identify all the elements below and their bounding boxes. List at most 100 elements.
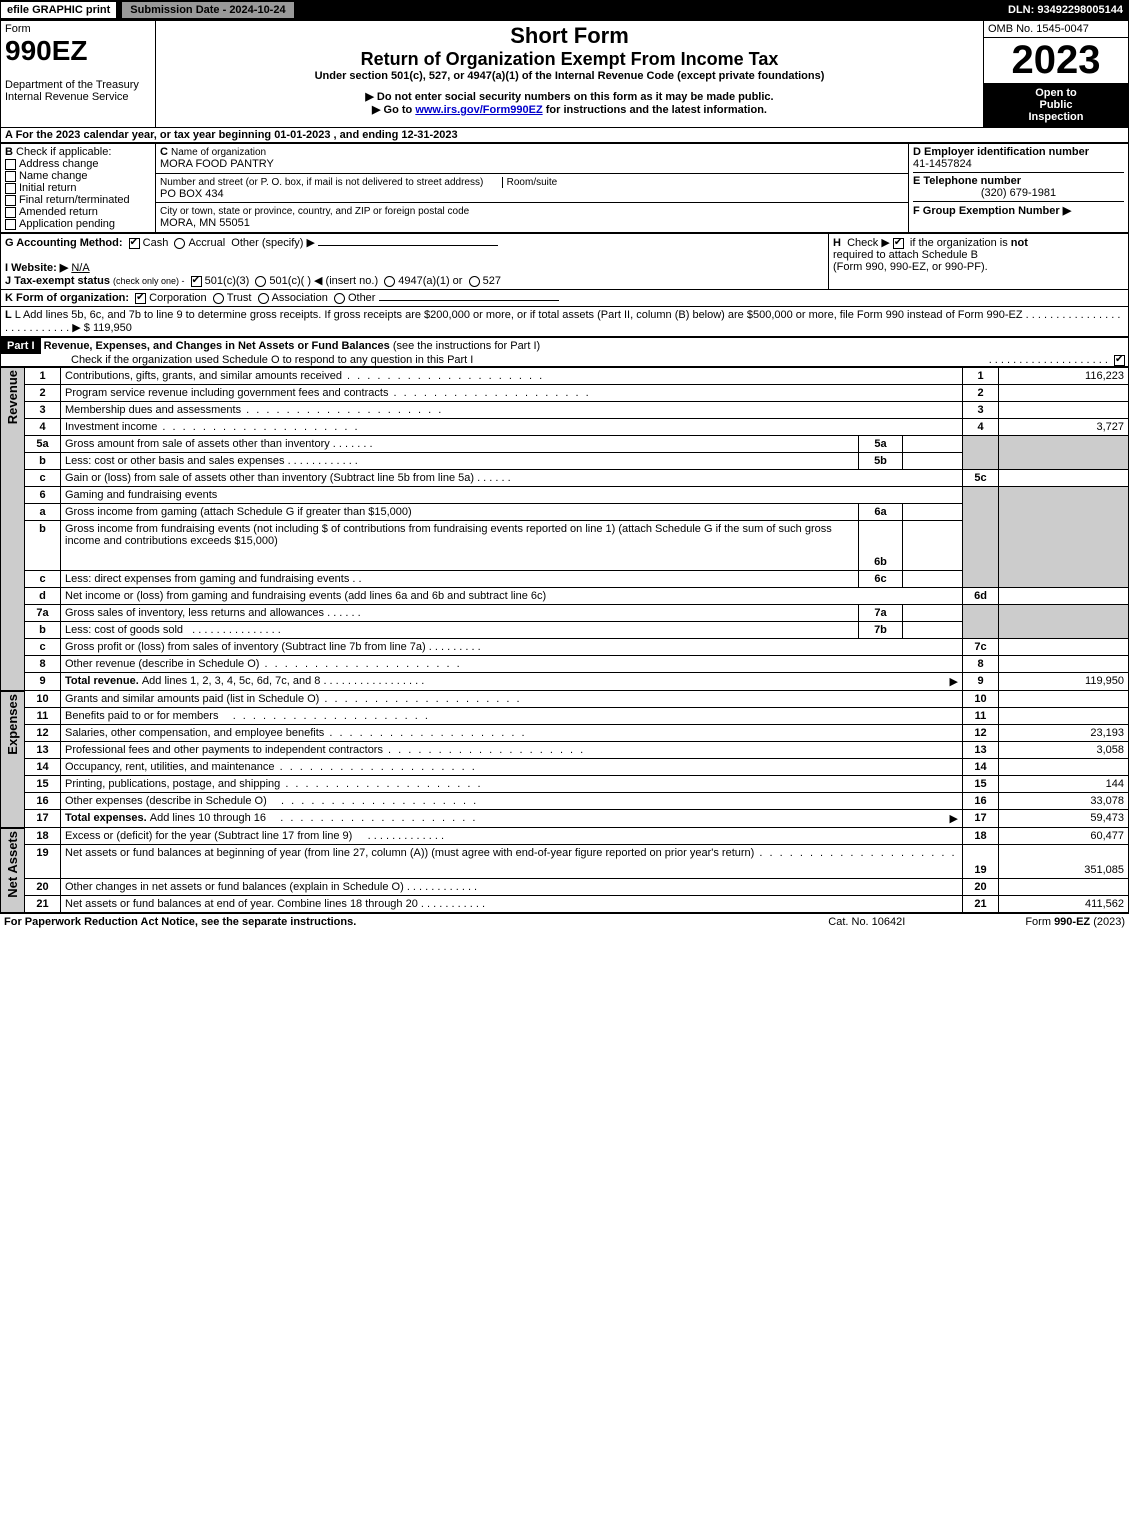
t11: Benefits paid to or for members [65, 710, 218, 722]
c16: 16 [963, 793, 999, 810]
v6b-inner [902, 521, 962, 571]
footer-right-b: 990-EZ [1054, 916, 1090, 928]
v20 [999, 879, 1129, 896]
c8: 8 [963, 656, 999, 673]
j-o2: 501(c)( ) ◀ (insert no.) [269, 275, 378, 287]
v15: 144 [999, 776, 1129, 793]
dept-label: Department of the Treasury [5, 79, 139, 91]
city: MORA, MN 55051 [160, 217, 250, 229]
dln-label: DLN: 93492298005144 [1008, 4, 1129, 16]
t13: Professional fees and other payments to … [65, 744, 383, 756]
t19: Net assets or fund balances at beginning… [65, 847, 754, 859]
v1: 116,223 [999, 368, 1129, 385]
cb-501c[interactable] [255, 276, 266, 287]
d-label: D Employer identification number [913, 146, 1124, 158]
t16: Other expenses (describe in Schedule O) [65, 795, 267, 807]
c-label: C [160, 146, 168, 158]
h-text4: (Form 990, 990-EZ, or 990-PF). [833, 261, 988, 273]
v14 [999, 759, 1129, 776]
cb-initial-return[interactable] [5, 183, 16, 194]
c6d: 6d [963, 588, 999, 605]
j-o1: 501(c)(3) [205, 275, 250, 287]
v8 [999, 656, 1129, 673]
other-org-input[interactable] [379, 300, 559, 301]
c5c: 5c [963, 470, 999, 487]
phone: (320) 679-1981 [913, 187, 1124, 199]
j-o4: 527 [483, 275, 501, 287]
c7c: 7c [963, 639, 999, 656]
note-ssn: ▶ Do not enter social security numbers o… [160, 90, 979, 103]
v7c [999, 639, 1129, 656]
k-other: Other [348, 292, 376, 304]
cb-assoc[interactable] [258, 293, 269, 304]
cb-accrual[interactable] [174, 238, 185, 249]
n11: 11 [25, 708, 61, 725]
name-of-org-label: Name of organization [171, 147, 266, 158]
t9b: Add lines 1, 2, 3, 4, 5c, 6d, 7c, and 8 [142, 675, 321, 687]
n6a: a [25, 504, 61, 521]
v9: 119,950 [999, 673, 1129, 691]
opt-addr: Address change [19, 158, 99, 170]
n6: 6 [25, 487, 61, 504]
topbar: efile GRAPHIC print Submission Date - 20… [0, 0, 1129, 20]
footer-right: Form 990-EZ (2023) [1025, 916, 1125, 928]
t6c: Less: direct expenses from gaming and fu… [65, 573, 349, 585]
cb-527[interactable] [469, 276, 480, 287]
tax-year: 2023 [984, 38, 1128, 83]
cb-address-change[interactable] [5, 159, 16, 170]
cb-schedule-o[interactable] [1114, 355, 1125, 366]
cb-name-change[interactable] [5, 171, 16, 182]
city-label: City or town, state or province, country… [160, 206, 469, 217]
note-link: ▶ Go to www.irs.gov/Form990EZ for instru… [160, 103, 979, 116]
c5a: 5a [858, 436, 902, 453]
cb-4947[interactable] [384, 276, 395, 287]
cb-501c3[interactable] [191, 276, 202, 287]
cb-trust[interactable] [213, 293, 224, 304]
t5b: Less: cost or other basis and sales expe… [65, 455, 285, 467]
cb-h[interactable] [893, 238, 904, 249]
cb-other[interactable] [334, 293, 345, 304]
n12: 12 [25, 725, 61, 742]
header-table: Form 990EZ Department of the Treasury In… [0, 20, 1129, 128]
n2: 2 [25, 385, 61, 402]
website-val: N/A [71, 262, 89, 274]
part1-title: Revenue, Expenses, and Changes in Net As… [44, 340, 390, 352]
open2: Public [988, 99, 1124, 111]
v18: 60,477 [999, 828, 1129, 845]
t7c: Gross profit or (loss) from sales of inv… [65, 641, 426, 653]
cb-amended[interactable] [5, 207, 16, 218]
section-a: A For the 2023 calendar year, or tax yea… [0, 128, 1129, 143]
t6b: Gross income from fundraising events (no… [61, 521, 859, 571]
gray-5ab-v [999, 436, 1129, 470]
v16: 33,078 [999, 793, 1129, 810]
cb-cash[interactable] [129, 238, 140, 249]
n16: 16 [25, 793, 61, 810]
t1: Contributions, gifts, grants, and simila… [65, 370, 342, 382]
c18: 18 [963, 828, 999, 845]
short-form-title: Short Form [160, 23, 979, 49]
cb-app-pending[interactable] [5, 219, 16, 230]
open3: Inspection [988, 111, 1124, 123]
form-label: Form [5, 23, 31, 35]
lines-table: Revenue 1 Contributions, gifts, grants, … [0, 367, 1129, 913]
irs-link[interactable]: www.irs.gov/Form990EZ [415, 104, 542, 116]
cb-corp[interactable] [135, 293, 146, 304]
t4: Investment income [65, 421, 157, 433]
note2-pre: ▶ Go to [372, 104, 415, 116]
l-val: 119,950 [93, 322, 132, 334]
cat-no: Cat. No. 10642I [828, 916, 905, 928]
cash-label: Cash [143, 237, 169, 249]
h-label: H [833, 237, 841, 249]
efile-print-label[interactable]: efile GRAPHIC print [0, 1, 117, 19]
footer-right-post: (2023) [1090, 916, 1125, 928]
t17: Total expenses. [65, 812, 150, 824]
t5c: Gain or (loss) from sale of assets other… [65, 472, 474, 484]
open-to-public: Open to Public Inspection [984, 83, 1128, 127]
b-label: B [5, 146, 13, 158]
cb-final-return[interactable] [5, 195, 16, 206]
v17: 59,473 [999, 810, 1129, 828]
other-specify-input[interactable] [318, 245, 498, 246]
gray-6 [963, 487, 999, 588]
footer: For Paperwork Reduction Act Notice, see … [0, 913, 1129, 930]
c6a: 6a [858, 504, 902, 521]
